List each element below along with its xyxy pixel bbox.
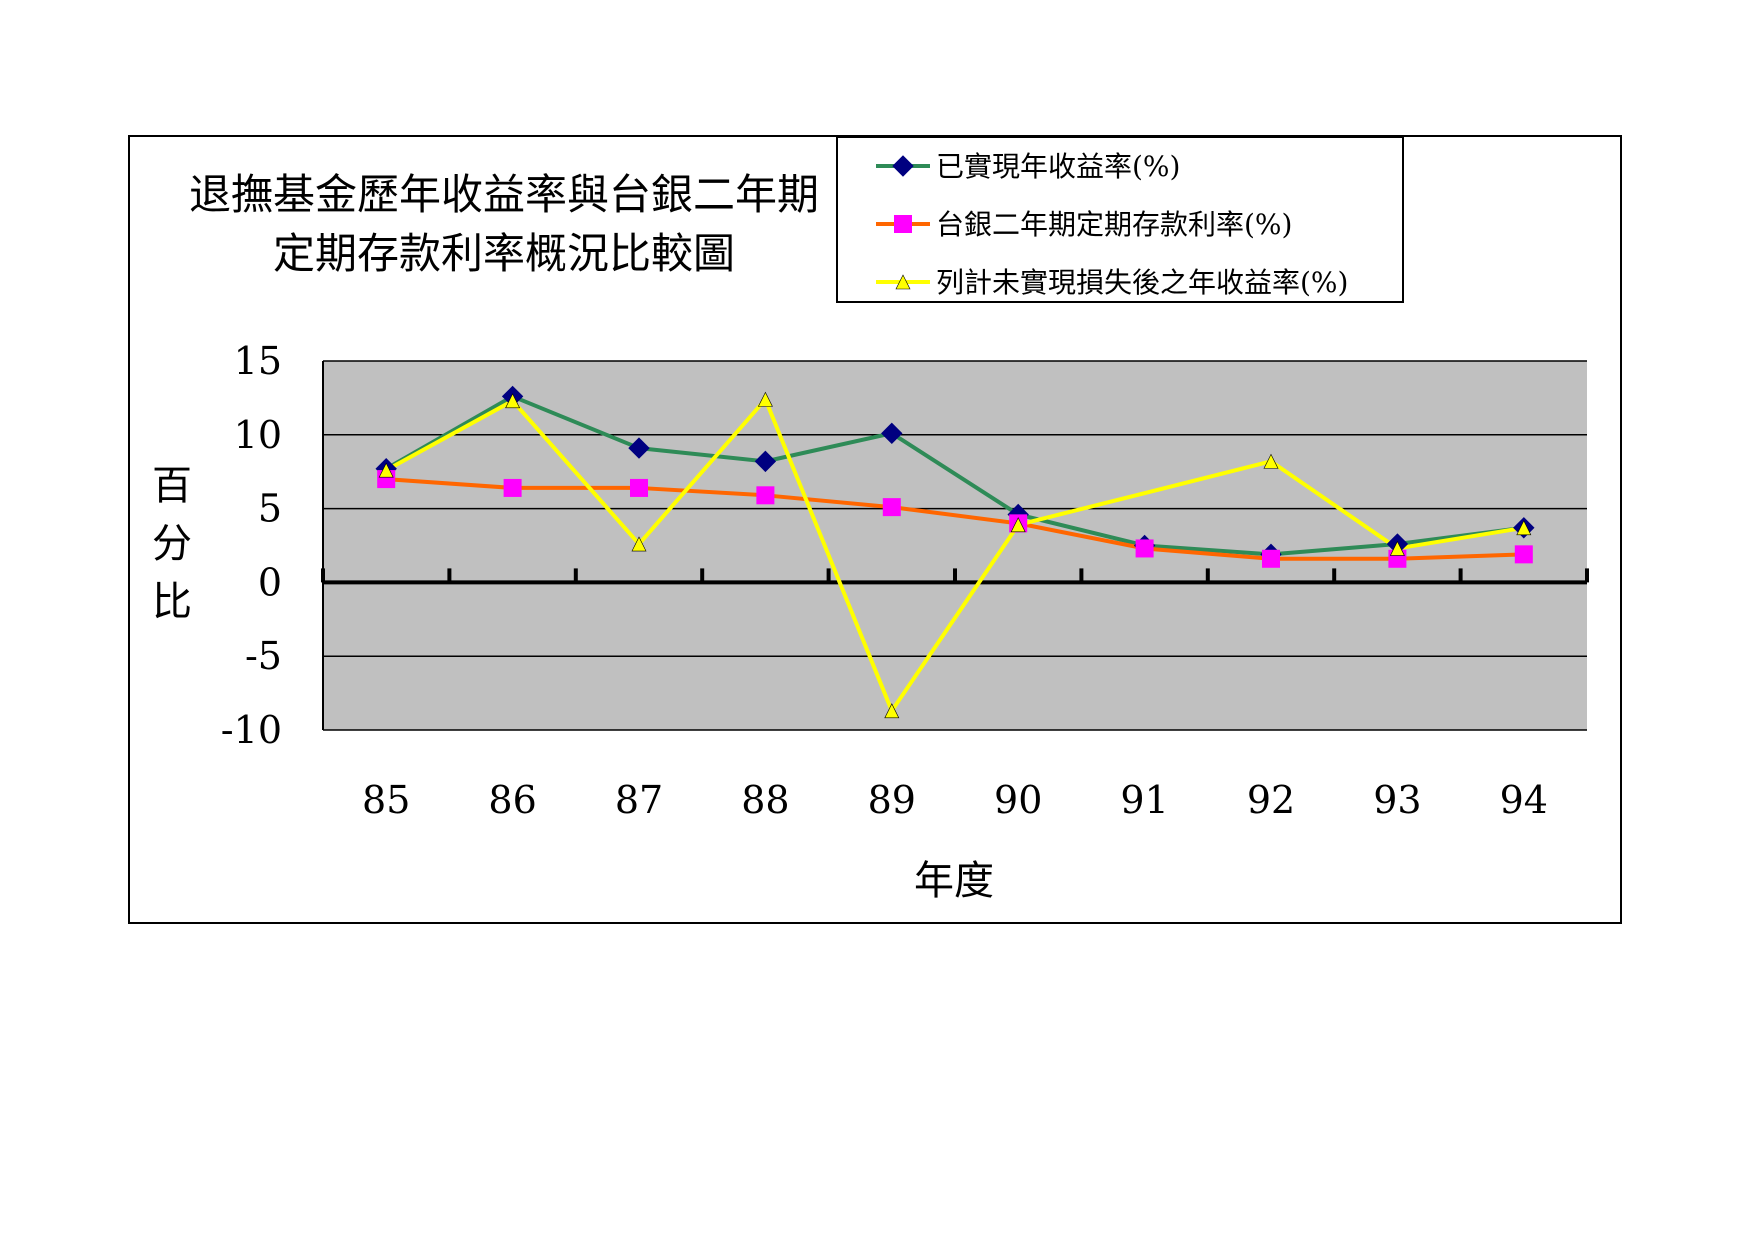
data-point-triangle — [1010, 517, 1026, 533]
data-point-triangle — [378, 462, 394, 478]
x-tick-label: 92 — [1247, 778, 1295, 822]
data-point-square — [1262, 549, 1280, 568]
data-point-diamond — [892, 155, 914, 177]
data-point-triangle — [1263, 453, 1279, 469]
x-tick-label: 91 — [1120, 778, 1168, 822]
x-tick-label: 90 — [994, 778, 1042, 822]
legend-label: 列計未實現損失後之年收益率(%) — [936, 266, 1348, 299]
y-tick-label: 0 — [258, 560, 282, 604]
data-point-triangle — [884, 703, 900, 719]
data-point-square — [882, 498, 901, 517]
axes — [321, 361, 1589, 730]
x-tick-label: 86 — [488, 778, 536, 822]
data-point-diamond — [881, 422, 903, 445]
x-tick-label: 85 — [362, 778, 410, 822]
data-point-triangle — [895, 274, 911, 290]
data-point-diamond — [628, 437, 650, 459]
y-tick-label: -10 — [221, 708, 282, 752]
legend-label: 已實現年收益率(%) — [936, 150, 1180, 183]
data-point-square — [503, 478, 522, 497]
data-point-square — [894, 215, 912, 233]
legend-label: 台銀二年期定期存款利率(%) — [936, 208, 1292, 241]
data-point-triangle — [1389, 540, 1405, 556]
legend: 已實現年收益率(%) 台銀二年期定期存款利率(%) 列計未實現損失後之年收益率(%) — [836, 137, 1404, 303]
x-tick-labels: 85 86 87 88 89 90 91 92 93 94 — [362, 778, 1548, 822]
y-axis-label-char: 比 — [152, 579, 192, 625]
x-tick-label: 93 — [1373, 778, 1421, 822]
y-tick-label: 15 — [234, 339, 282, 383]
legend-box — [836, 137, 1404, 303]
data-point-triangle — [757, 391, 773, 407]
x-tick-label: 89 — [868, 778, 916, 822]
y-tick-labels: 15 10 5 0 -5 -10 — [221, 339, 282, 752]
data-point-square — [630, 478, 648, 497]
y-tick-label: -5 — [245, 634, 282, 678]
y-tick-label: 5 — [258, 487, 282, 531]
y-axis-label: 百分比 — [152, 463, 192, 625]
x-tick-label: 88 — [741, 778, 789, 822]
data-point-triangle — [631, 536, 647, 552]
data-point-diamond — [754, 450, 777, 473]
x-tick-label: 87 — [615, 778, 663, 822]
x-axis-label: 年度 — [914, 858, 994, 904]
chart-title-line: 定期存款利率概況比較圖 — [273, 229, 735, 278]
series-line — [385, 394, 1525, 557]
data-point-triangle — [505, 393, 521, 409]
gridlines — [323, 360, 1587, 731]
chart-frame: 退撫基金歷年收益率與台銀二年期 定期存款利率概況比較圖 15 10 5 0 -5 -10 8… — [128, 135, 1622, 924]
data-point-triangle — [1516, 520, 1532, 536]
series-line — [386, 477, 1524, 561]
y-axis-label-char: 分 — [152, 521, 192, 567]
chart-title-line: 退撫基金歷年收益率與台銀二年期 — [189, 170, 819, 219]
y-tick-label: 10 — [234, 413, 282, 457]
x-tick-label: 94 — [1500, 778, 1548, 822]
series-lines — [375, 385, 1535, 719]
data-point-square — [1135, 539, 1154, 558]
y-axis-label-char: 百 — [152, 463, 192, 509]
data-point-square — [1514, 545, 1533, 564]
data-point-square — [756, 486, 775, 505]
